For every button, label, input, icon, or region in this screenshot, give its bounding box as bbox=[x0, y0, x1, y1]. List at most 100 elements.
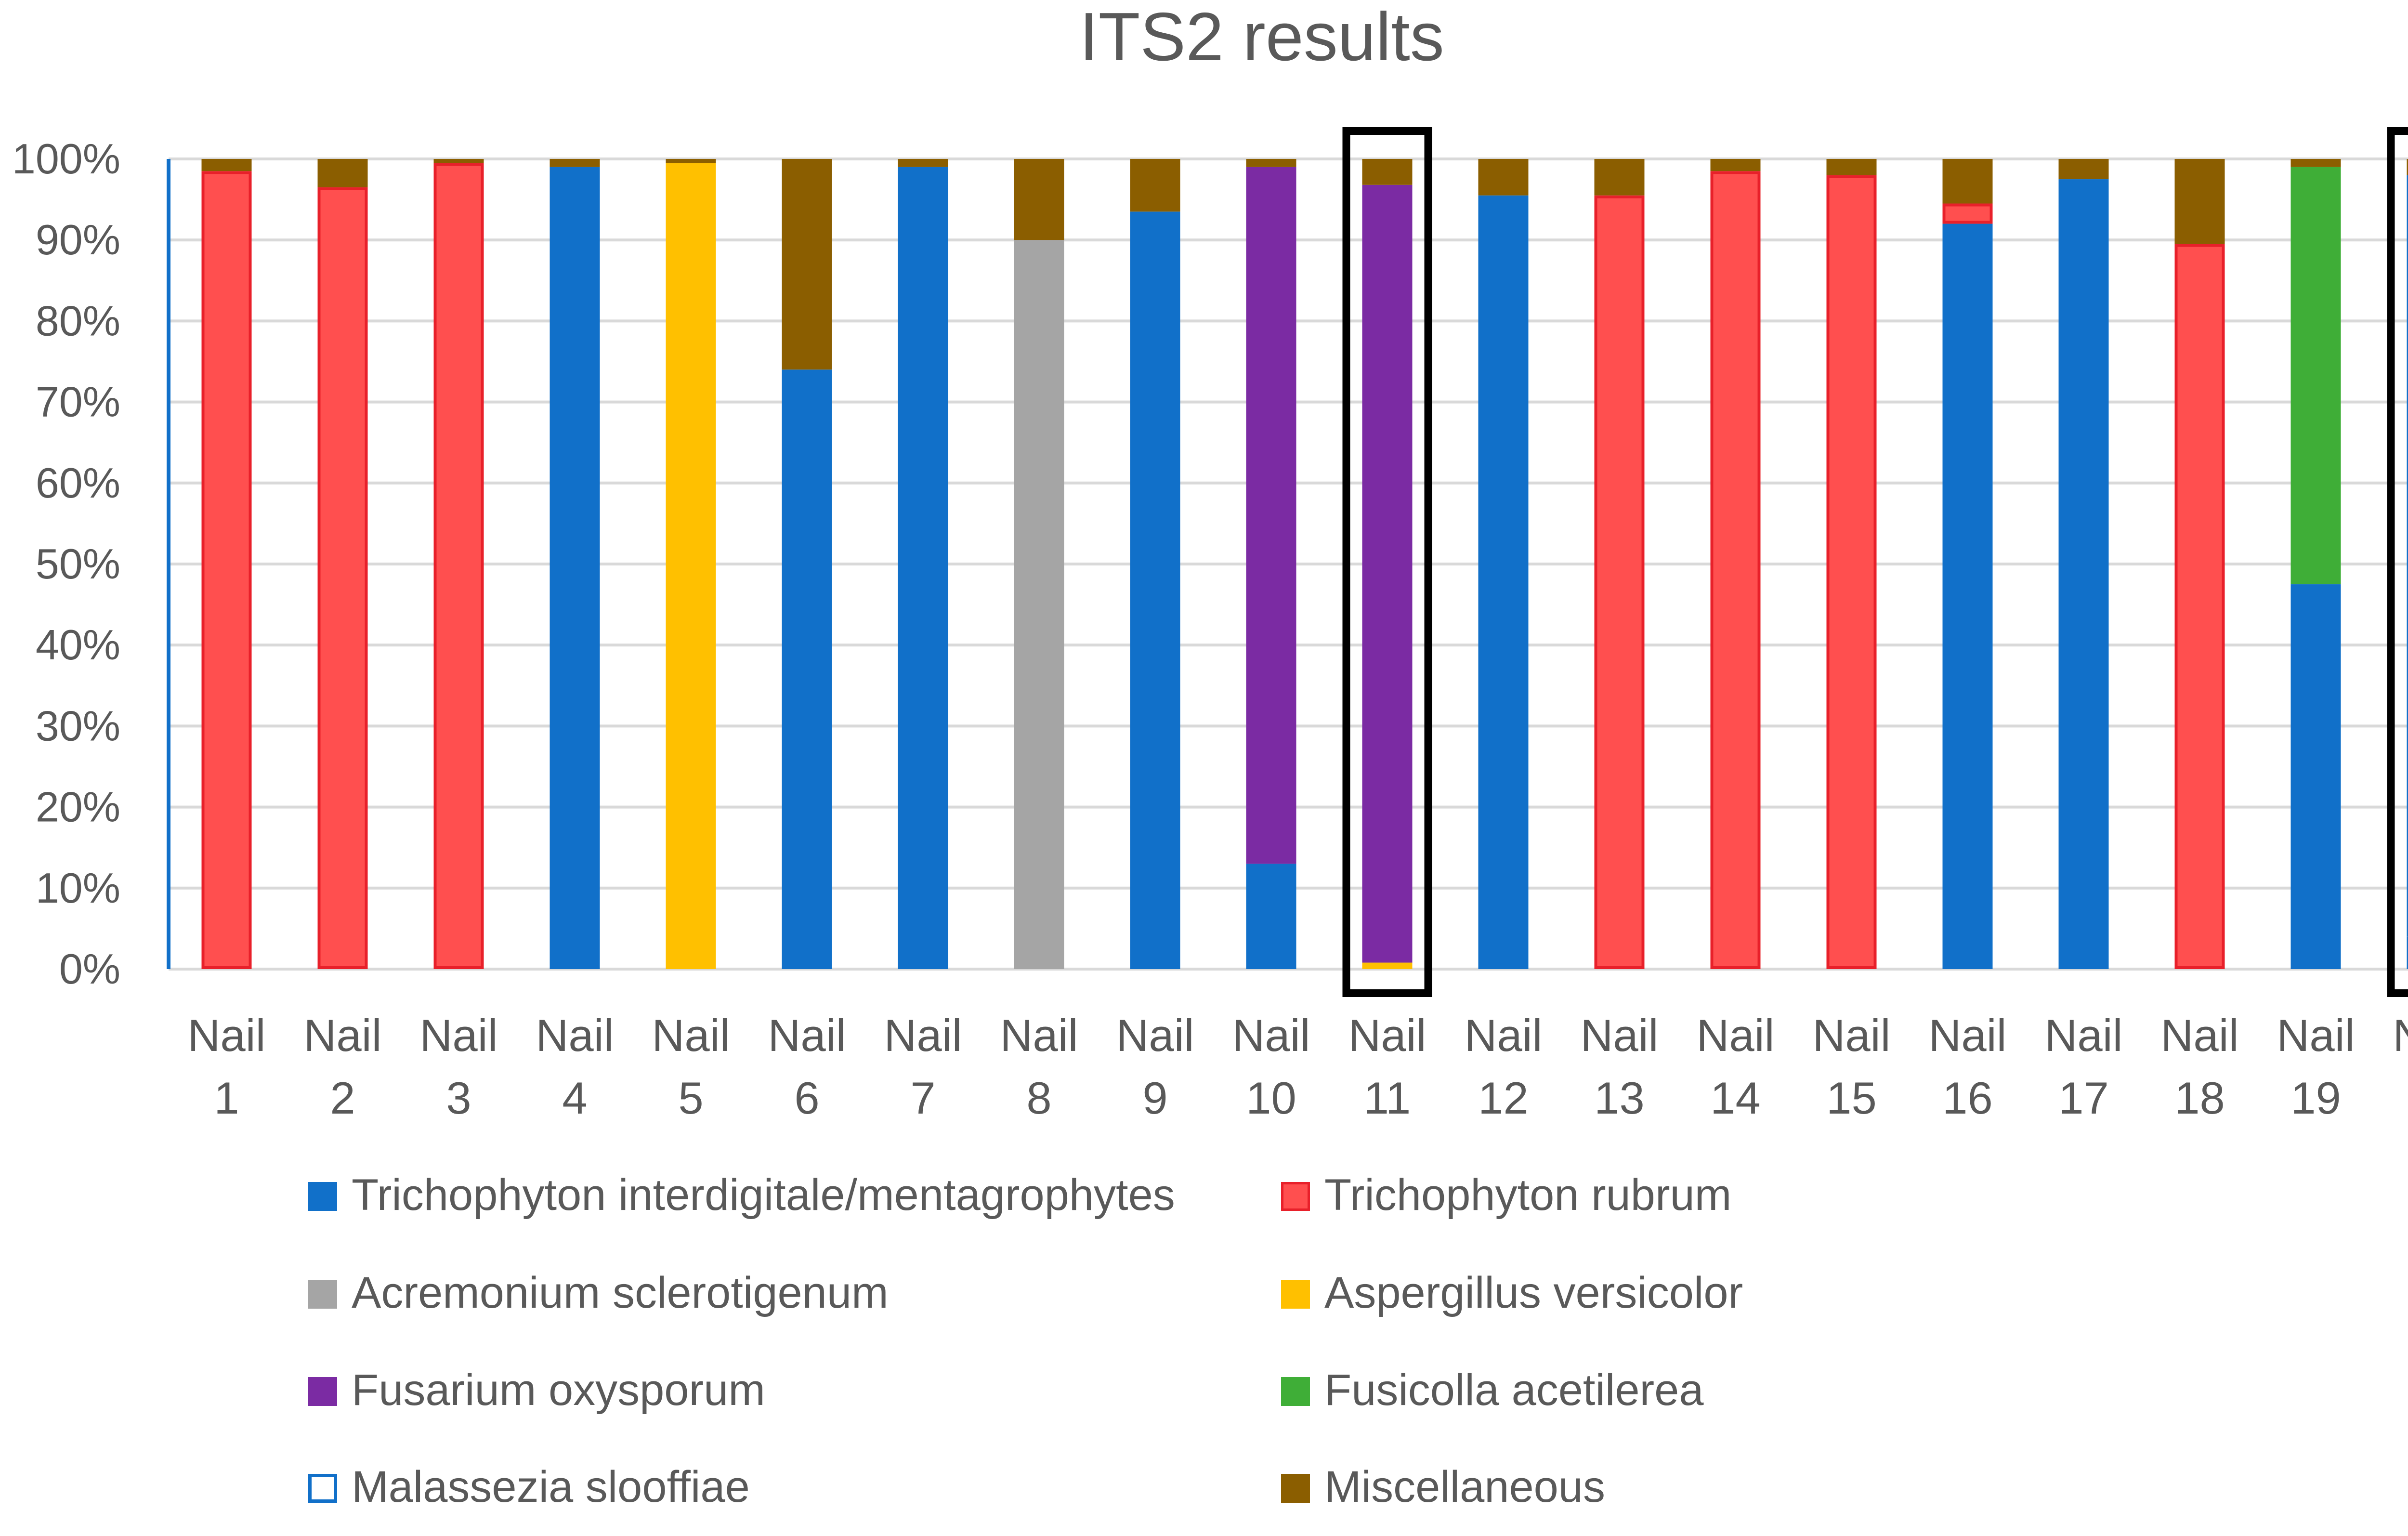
bar-stack bbox=[1246, 159, 1296, 969]
x-tick-label-line: Nail bbox=[2393, 1010, 2408, 1061]
legend-swatch bbox=[308, 1377, 337, 1406]
bar-segment bbox=[1130, 159, 1180, 211]
y-tick-label: 0% bbox=[59, 945, 120, 993]
x-tick-label-line: Nail bbox=[1929, 1010, 2007, 1061]
x-tick-label: Nail 9 bbox=[1116, 1010, 1194, 1123]
legend-label: Fusarium oxysporum bbox=[352, 1365, 765, 1415]
x-tick-label-line: 9 bbox=[1142, 1073, 1167, 1123]
bar-stack bbox=[1014, 159, 1064, 969]
x-tick-label-line: Nail bbox=[536, 1010, 614, 1061]
bar-segment bbox=[203, 172, 250, 968]
bar-stack bbox=[2059, 159, 2109, 969]
bar-stack bbox=[1362, 159, 1413, 969]
bar-segment bbox=[2291, 584, 2341, 969]
x-tick-label-line: 14 bbox=[1710, 1073, 1761, 1123]
bar-stack bbox=[898, 159, 948, 969]
x-tick-label-line: Nail bbox=[1000, 1010, 1078, 1061]
x-tick-label-line: Nail bbox=[1116, 1010, 1194, 1061]
legend-label: Fusicolla acetilerea bbox=[1324, 1365, 1704, 1415]
bar-stack bbox=[2175, 159, 2225, 968]
y-tick-label: 90% bbox=[36, 216, 120, 263]
x-tick-label-line: 19 bbox=[2290, 1073, 2341, 1123]
bar-segment bbox=[1014, 240, 1064, 969]
y-tick-label: 70% bbox=[36, 378, 120, 426]
bar-segment bbox=[435, 164, 483, 968]
bar-segment bbox=[1246, 159, 1296, 167]
x-tick-label-line: 10 bbox=[1246, 1073, 1296, 1123]
bar-segment bbox=[1246, 864, 1296, 969]
x-tick-label-line: 17 bbox=[2058, 1073, 2109, 1123]
bar-stack bbox=[1827, 159, 1877, 968]
x-tick-label-line: 2 bbox=[330, 1073, 355, 1123]
legend-label: Trichophyton interdigitale/mentagrophyte… bbox=[352, 1170, 1175, 1220]
bar-segment bbox=[1362, 185, 1413, 963]
x-tick-label-line: Nail bbox=[652, 1010, 730, 1061]
x-tick-label-line: Nail bbox=[884, 1010, 962, 1061]
bar-segment bbox=[1596, 197, 1643, 968]
legend-label: Aspergillus versicolor bbox=[1324, 1268, 1743, 1317]
bar-segment bbox=[1712, 172, 1759, 968]
x-tick-label-line: 12 bbox=[1478, 1073, 1529, 1123]
x-tick-label: Nail20 bbox=[2393, 1010, 2408, 1123]
bar-segment bbox=[1827, 159, 1877, 175]
bar-stack bbox=[2291, 159, 2341, 969]
x-tick-label-line: 1 bbox=[214, 1073, 239, 1123]
x-tick-label-line: Nail bbox=[2277, 1010, 2355, 1061]
x-tick-label-line: 11 bbox=[1364, 1073, 1411, 1123]
x-tick-label: Nail 14 bbox=[1697, 1010, 1775, 1123]
x-tick-label-line: Nail bbox=[1697, 1010, 1775, 1061]
y-tick-label: 30% bbox=[36, 702, 120, 749]
legend-item: Acremonium sclerotigenum bbox=[308, 1268, 889, 1317]
bar-segment bbox=[782, 369, 832, 969]
legend-label: Malassezia slooffiae bbox=[352, 1462, 750, 1511]
y-tick-label: 80% bbox=[36, 297, 120, 344]
bar-segment bbox=[898, 167, 948, 969]
bar-stack bbox=[1595, 159, 1645, 968]
bar-segment bbox=[1943, 224, 1993, 969]
legend: Trichophyton interdigitale/mentagrophyte… bbox=[308, 1170, 1743, 1511]
bar-segment bbox=[2176, 246, 2224, 968]
legend-item: Trichophyton interdigitale/mentagrophyte… bbox=[308, 1170, 1175, 1220]
legend-item: Miscellaneous bbox=[1281, 1462, 1605, 1511]
bar-segment bbox=[1595, 159, 1645, 196]
bar-stack bbox=[782, 159, 832, 969]
y-tick-label: 60% bbox=[36, 459, 120, 507]
y-tick-label: 40% bbox=[36, 621, 120, 669]
bar-stack bbox=[1479, 159, 1529, 969]
legend-item: Malassezia slooffiae bbox=[310, 1462, 750, 1511]
bar-stack bbox=[1943, 159, 1993, 969]
legend-swatch bbox=[308, 1280, 337, 1309]
bar-stack bbox=[202, 159, 252, 968]
bar-segment bbox=[319, 189, 366, 968]
highlight-box bbox=[2391, 131, 2408, 993]
legend-item: Trichophyton rubrum bbox=[1283, 1170, 1732, 1220]
x-tick-label-line: Nail bbox=[768, 1010, 846, 1061]
bar-segment bbox=[1130, 211, 1180, 969]
bar-segment bbox=[318, 159, 368, 187]
bar-segment bbox=[202, 159, 252, 171]
y-tick-label: 100% bbox=[12, 135, 120, 183]
legend-label: Trichophyton rubrum bbox=[1324, 1170, 1731, 1220]
bar-segment bbox=[1479, 196, 1529, 969]
x-tick-label-line: Nail bbox=[2045, 1010, 2123, 1061]
x-tick-label-line: Nail bbox=[1465, 1010, 1543, 1061]
x-tick-label: Nail 12 bbox=[1465, 1010, 1543, 1123]
legend-swatch bbox=[1281, 1377, 1310, 1406]
y-axis: 0%10%20%30%40%50%60%70%80%90%100% bbox=[12, 135, 169, 993]
legend-label: Miscellaneous bbox=[1324, 1462, 1605, 1511]
bar-segment bbox=[1014, 159, 1064, 240]
bar-segment bbox=[434, 159, 484, 163]
bar-stack bbox=[666, 159, 716, 969]
bar-segment bbox=[666, 159, 716, 163]
